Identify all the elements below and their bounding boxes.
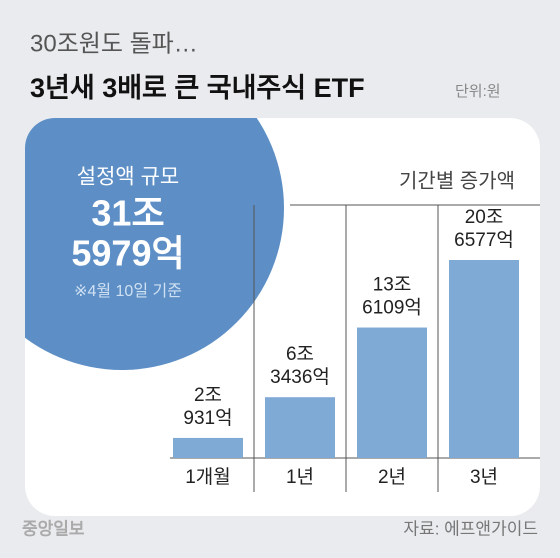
x-tick-label: 2년 bbox=[378, 466, 406, 488]
bar bbox=[265, 397, 335, 458]
callout-value: 31조 bbox=[91, 193, 164, 234]
section-label: 기간별 증가액 bbox=[399, 169, 515, 192]
value-label: 20조 bbox=[465, 207, 504, 228]
value-label: 3436억 bbox=[270, 366, 330, 388]
value-label: 931억 bbox=[183, 407, 232, 429]
source: 자료: 에프앤가이드 bbox=[403, 519, 538, 538]
x-tick-label: 1년 bbox=[286, 466, 314, 488]
brand: 중앙일보 bbox=[22, 519, 85, 538]
value-label: 2조 bbox=[194, 385, 222, 406]
callout-circle bbox=[25, 118, 284, 370]
callout-note: ※4월 10일 기준 bbox=[74, 282, 182, 300]
value-label: 6109억 bbox=[362, 297, 422, 319]
callout-value: 5979억 bbox=[71, 233, 184, 274]
x-tick-label: 3년 bbox=[470, 466, 498, 488]
callout-label: 설정액 규모 bbox=[77, 166, 179, 189]
bar bbox=[173, 437, 243, 458]
subtitle: 30조원도 돌파… bbox=[30, 30, 198, 57]
value-label: 6577억 bbox=[454, 229, 514, 251]
chart-title: 3년새 3배로 큰 국내주식 ETF bbox=[30, 73, 365, 103]
bar bbox=[449, 260, 519, 458]
value-label: 13조 bbox=[373, 275, 412, 296]
bar bbox=[357, 327, 427, 458]
unit-label: 단위:원 bbox=[455, 83, 501, 100]
value-label: 6조 bbox=[286, 344, 314, 365]
x-tick-label: 1개월 bbox=[185, 466, 231, 488]
